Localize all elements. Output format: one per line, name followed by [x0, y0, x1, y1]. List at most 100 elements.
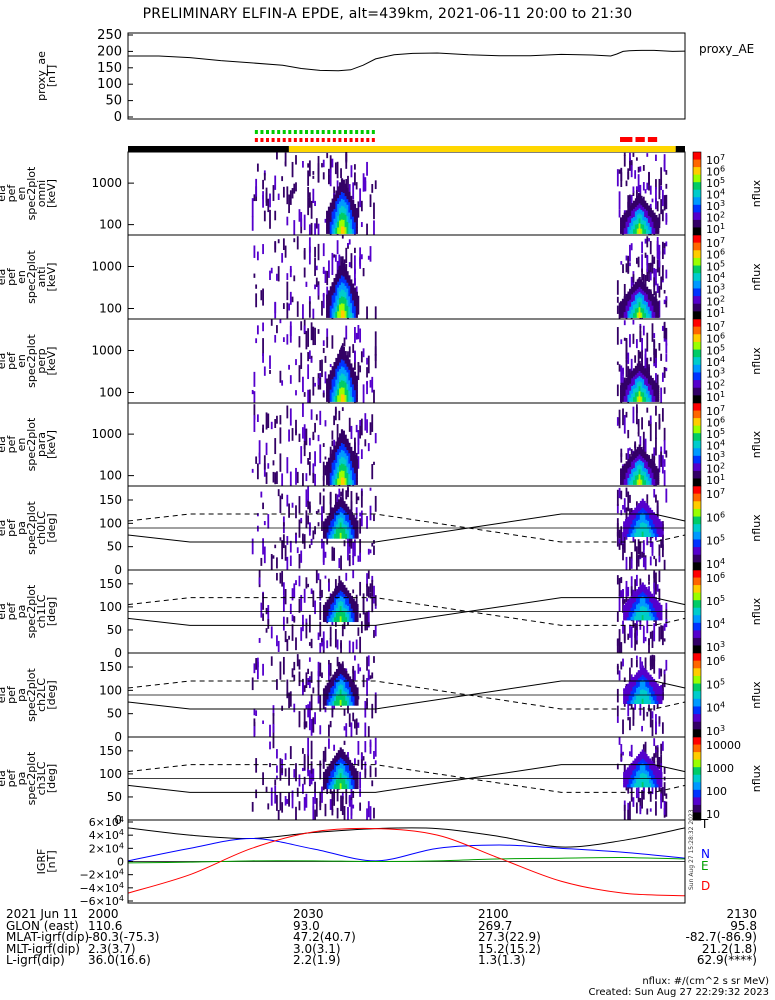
- cell: [630, 697, 633, 701]
- cell: [636, 520, 639, 526]
- flag-green: [321, 130, 325, 134]
- cell: [655, 310, 658, 314]
- cell: [623, 530, 626, 534]
- loss-cone-line: [127, 680, 686, 710]
- cell: [647, 299, 651, 304]
- cell: [344, 189, 347, 197]
- cell: [649, 220, 652, 225]
- cell: [637, 781, 640, 798]
- cell: [279, 495, 282, 514]
- cell: [634, 632, 637, 651]
- cell: [638, 459, 641, 466]
- cell: [620, 389, 623, 392]
- cell: [652, 777, 656, 782]
- cell: [371, 780, 374, 787]
- cell: [636, 509, 639, 514]
- cell: [665, 212, 668, 223]
- cell: [657, 305, 660, 308]
- ytick-en_omni-1: 100: [99, 218, 122, 232]
- cell: [637, 611, 641, 617]
- cell: [647, 600, 650, 606]
- cell: [627, 506, 630, 512]
- cell: [630, 774, 633, 779]
- footer-value-1-0: 110.6: [88, 918, 123, 933]
- cell: [635, 574, 638, 587]
- cell: [339, 477, 342, 485]
- cell: [291, 161, 294, 178]
- cell: [646, 153, 649, 157]
- cell: [330, 618, 333, 623]
- cell: [620, 309, 623, 312]
- cell: [373, 514, 375, 522]
- cell: [647, 505, 650, 510]
- cell: [300, 446, 303, 464]
- cell: [335, 603, 339, 609]
- cell: [636, 451, 639, 457]
- cell: [622, 367, 624, 377]
- cell: [630, 682, 633, 686]
- cell: [651, 377, 654, 382]
- cell: [624, 604, 628, 608]
- cell: [624, 521, 628, 524]
- cell: [281, 759, 284, 776]
- cell: [628, 684, 631, 688]
- cell: [286, 536, 289, 545]
- cell: [347, 806, 349, 820]
- cell: [324, 697, 328, 701]
- cell: [334, 600, 337, 606]
- cell: [653, 463, 656, 467]
- cell: [644, 309, 647, 314]
- status-bar-black: [128, 146, 289, 152]
- cell: [637, 766, 641, 771]
- cell: [647, 310, 651, 315]
- cell: [282, 656, 285, 675]
- cell: [337, 759, 341, 766]
- cell: [644, 636, 647, 642]
- cell: [646, 808, 649, 815]
- cell: [645, 611, 648, 617]
- cell: [348, 207, 351, 214]
- cell: [648, 704, 650, 712]
- cell: [334, 680, 337, 685]
- cell: [640, 223, 643, 230]
- cell: [348, 534, 352, 539]
- cell: [331, 308, 334, 314]
- cell: [274, 419, 277, 429]
- cell: [642, 479, 645, 485]
- cell: [639, 584, 643, 590]
- cell: [356, 702, 359, 706]
- cell: [350, 363, 353, 369]
- cell: [308, 770, 311, 786]
- cell: [623, 771, 626, 775]
- ytick-pa_ch1-2: 50: [107, 623, 122, 637]
- cell: [354, 520, 357, 524]
- cell: [332, 674, 335, 679]
- cell: [634, 215, 638, 221]
- cell: [367, 655, 370, 667]
- cell: [642, 228, 645, 234]
- cell: [326, 305, 329, 310]
- cell: [326, 152, 329, 159]
- cell: [629, 508, 631, 518]
- cell: [274, 175, 277, 190]
- cell: [623, 309, 626, 313]
- cell: [329, 389, 332, 395]
- colorbar-segment: [693, 737, 701, 746]
- cell: [330, 691, 333, 696]
- cell: [649, 765, 652, 770]
- cell: [332, 595, 335, 600]
- ylabel-pa_ch3-0: ela: [0, 770, 8, 787]
- cell: [644, 472, 647, 477]
- cell: [352, 182, 355, 200]
- cell: [332, 784, 335, 790]
- cell: [661, 741, 664, 751]
- cell: [355, 394, 358, 399]
- cell: [621, 224, 625, 228]
- ylabel-en_omni-2: en: [15, 187, 28, 201]
- cell: [335, 673, 339, 679]
- cell: [623, 471, 626, 475]
- cell: [328, 534, 331, 539]
- cell: [334, 784, 337, 790]
- cell: [653, 476, 656, 480]
